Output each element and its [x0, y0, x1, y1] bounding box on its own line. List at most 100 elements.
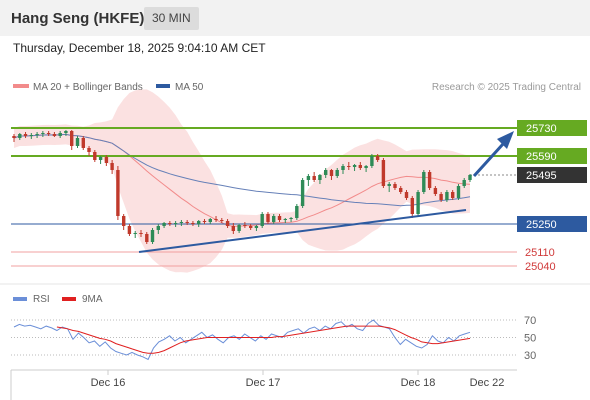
- header-bar: Hang Seng (HKFE) 30 MIN: [0, 0, 590, 36]
- candle: [150, 228, 155, 244]
- candle-body: [272, 216, 276, 222]
- candle-body: [249, 226, 253, 228]
- candle-body: [208, 219, 212, 222]
- candle: [208, 218, 212, 224]
- candle: [266, 212, 270, 224]
- ma20-legend-swatch: [13, 84, 29, 88]
- candle-body: [341, 166, 345, 170]
- candle-body: [266, 214, 270, 222]
- candle-body: [277, 216, 282, 220]
- candle-body: [225, 221, 230, 226]
- candle-body: [433, 188, 438, 194]
- timeframe-badge[interactable]: 30 MIN: [144, 7, 199, 30]
- candle-body: [179, 222, 184, 223]
- candle-body: [116, 170, 120, 216]
- candle-body: [295, 206, 299, 218]
- candle: [133, 231, 137, 238]
- candle: [289, 217, 293, 222]
- candle-body: [260, 214, 264, 226]
- x-tick-label: Dec 17: [246, 377, 281, 389]
- candle-body: [445, 192, 449, 200]
- candle-body: [18, 134, 22, 138]
- rsi-tick-label: 50: [524, 333, 536, 345]
- candle-body: [81, 138, 85, 148]
- candle-body: [110, 163, 114, 170]
- candle: [156, 224, 160, 234]
- candle-body: [23, 134, 28, 136]
- candle: [162, 222, 166, 228]
- rsi-tick-label: 30: [524, 350, 536, 362]
- candle: [46, 131, 51, 136]
- candle: [237, 224, 241, 233]
- candle-body: [145, 234, 149, 242]
- x-tick-label: Dec 16: [91, 377, 126, 389]
- candle-body: [52, 134, 57, 136]
- candle: [145, 232, 149, 244]
- candle-body: [456, 186, 461, 198]
- resistance-label: 25730: [526, 123, 557, 135]
- candle-body: [87, 148, 91, 152]
- candle-body: [381, 160, 386, 186]
- candle: [324, 168, 328, 178]
- candle-body: [46, 133, 51, 134]
- candle: [422, 170, 426, 194]
- support-label: 25040: [525, 261, 556, 273]
- candle-body: [370, 156, 374, 166]
- candle-body: [410, 198, 414, 214]
- candle: [272, 214, 276, 224]
- candle-body: [191, 223, 195, 224]
- ma50-legend-swatch: [156, 84, 170, 88]
- current-price-label-box: [517, 167, 587, 183]
- candle: [329, 169, 334, 180]
- candle: [295, 204, 299, 220]
- candle: [29, 133, 33, 139]
- candle-body: [422, 172, 426, 192]
- candle: [127, 224, 132, 236]
- candle-body: [243, 225, 247, 226]
- candle: [306, 174, 311, 186]
- candle-body: [214, 219, 218, 220]
- candle-body: [93, 152, 97, 160]
- rsi-line: [13, 319, 471, 361]
- candle: [116, 166, 120, 220]
- candle: [202, 219, 207, 224]
- candle: [300, 178, 305, 208]
- candle: [375, 154, 380, 162]
- candle: [179, 220, 184, 226]
- rsi-ma-legend-swatch: [62, 297, 76, 301]
- candle-body: [139, 233, 143, 234]
- candle: [439, 192, 443, 202]
- candle: [335, 168, 339, 178]
- candle-body: [64, 131, 68, 133]
- candle-body: [75, 138, 80, 146]
- candle-body: [312, 176, 316, 180]
- forecast-arrow-shaft: [472, 142, 505, 178]
- candle-body: [300, 180, 305, 206]
- candle-body: [404, 192, 409, 198]
- candle: [352, 164, 357, 171]
- candle-body: [202, 221, 207, 222]
- candle-body: [439, 194, 443, 200]
- candle-body: [427, 172, 432, 188]
- candle: [445, 190, 449, 202]
- ma50-line: [13, 133, 471, 207]
- candle: [312, 172, 316, 182]
- copyright-text: Research © 2025 Trading Central: [432, 82, 581, 93]
- resistance-label-box: [517, 120, 587, 136]
- candle-body: [12, 136, 16, 138]
- candle-body: [387, 184, 391, 186]
- candle-body: [375, 156, 380, 160]
- candle: [393, 182, 397, 190]
- candle-body: [358, 165, 362, 168]
- candle: [410, 196, 414, 218]
- x-tick-label: Dec 22: [470, 377, 505, 389]
- candle-body: [185, 222, 189, 223]
- rsi-ma-line: [56, 325, 471, 354]
- candle: [12, 134, 16, 142]
- candle: [35, 132, 39, 138]
- candle: [70, 130, 74, 150]
- candle-body: [127, 226, 132, 234]
- candle: [104, 155, 109, 166]
- candle: [387, 182, 391, 192]
- x-tick-label: Dec 18: [401, 377, 436, 389]
